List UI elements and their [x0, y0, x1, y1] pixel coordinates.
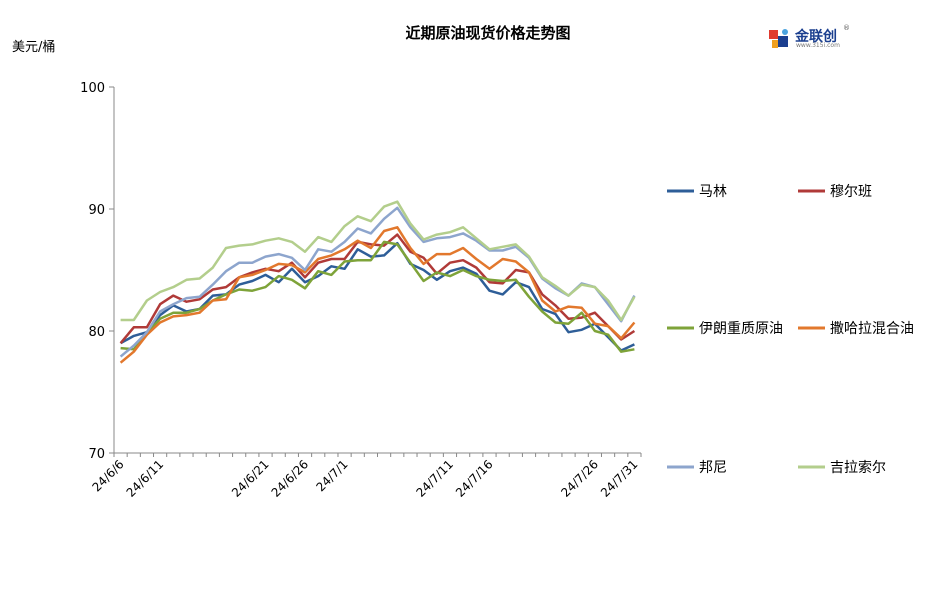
legend-label: 邦尼 [699, 460, 727, 476]
series-line-3 [120, 240, 635, 353]
y-tick-label: 80 [88, 325, 105, 340]
legend-label: 吉拉索尔 [830, 459, 886, 476]
series-lines [119, 200, 636, 364]
y-tick-label: 70 [88, 447, 105, 462]
logo-icon [769, 29, 788, 48]
logo-brand-text: 金联创 [795, 29, 837, 45]
x-tick-label: 24/7/31 [598, 457, 641, 500]
x-tick-label: 24/6/11 [124, 457, 167, 500]
series-line-6 [120, 200, 636, 322]
x-tick-label: 24/7/1 [313, 457, 350, 494]
series-line-5 [119, 206, 636, 358]
legend-label: 撒哈拉混合油 [830, 321, 914, 337]
legend-label: 穆尔班 [830, 184, 872, 200]
x-tick-label: 24/7/16 [453, 457, 496, 500]
brand-logo: 金联创 ® www.315i.com [766, 24, 856, 54]
x-tick-label: 24/6/21 [229, 457, 272, 500]
series-line-4 [119, 226, 636, 364]
logo-url: www.315i.com [796, 42, 840, 49]
series-line-1 [119, 241, 635, 352]
x-tick-label: 24/7/26 [558, 457, 601, 500]
x-tick-label: 24/6/26 [269, 457, 312, 500]
y-axis-label: 美元/桶 [12, 40, 55, 55]
series-line-2 [119, 233, 636, 344]
x-tick-label: 24/6/6 [89, 457, 126, 494]
y-tick-label: 100 [80, 81, 105, 96]
x-tick-label: 24/7/11 [413, 457, 456, 500]
legend-label: 伊朗重质原油 [699, 321, 783, 337]
chart-title: 近期原油现货价格走势图 [405, 24, 570, 42]
logo-registered-mark: ® [843, 24, 850, 32]
legend-label: 马林 [699, 184, 727, 200]
y-tick-label: 90 [88, 203, 105, 218]
